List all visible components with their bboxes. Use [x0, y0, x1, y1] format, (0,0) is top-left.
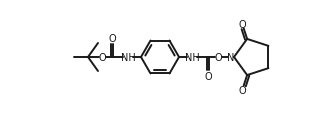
Text: O: O [108, 34, 116, 44]
Text: N: N [227, 53, 235, 62]
Text: O: O [214, 53, 222, 62]
Text: O: O [204, 71, 212, 81]
Text: O: O [238, 20, 246, 29]
Text: O: O [238, 86, 246, 95]
Text: NH: NH [184, 53, 199, 62]
Text: O: O [98, 53, 106, 62]
Text: NH: NH [121, 53, 135, 62]
